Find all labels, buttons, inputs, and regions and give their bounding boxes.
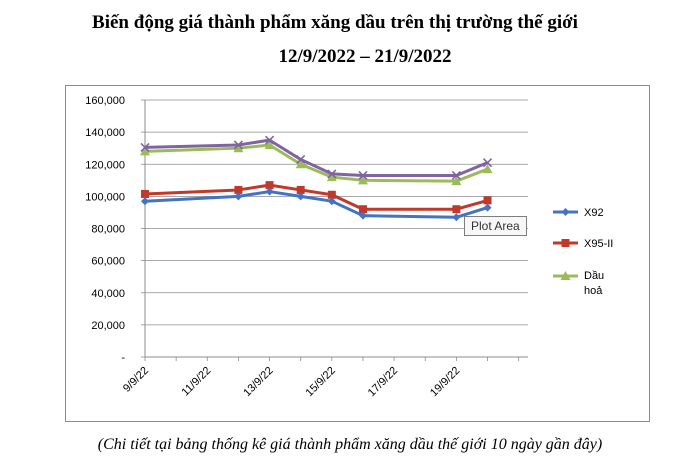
x-tick-label: 13/9/22 xyxy=(241,365,275,399)
data-point xyxy=(483,196,492,205)
x-tick-label: 19/9/22 xyxy=(428,365,462,399)
data-point xyxy=(233,143,244,153)
legend-marker xyxy=(561,239,570,247)
data-point xyxy=(296,185,305,194)
series-line xyxy=(144,143,489,183)
footnote: (Chi tiết tại bảng thống kê giá thành ph… xyxy=(97,436,603,453)
chart-area xyxy=(65,85,650,422)
data-point xyxy=(483,203,492,212)
data-point xyxy=(295,159,306,169)
data-point xyxy=(358,211,367,220)
data-point xyxy=(327,190,336,199)
y-tick-label: 140,000 xyxy=(85,127,125,139)
chart-title: Biến động giá thành phẩm xăng dầu trên t… xyxy=(92,12,578,33)
data-point xyxy=(140,142,150,152)
x-tick-label: 15/9/22 xyxy=(304,365,338,399)
data-point xyxy=(482,158,493,168)
x-tick-label: 9/9/22 xyxy=(121,365,151,395)
data-point xyxy=(264,139,275,149)
legend-label: Dầu xyxy=(584,270,604,282)
y-tick-label: 60,000 xyxy=(91,256,125,268)
data-point xyxy=(327,169,337,179)
y-tick-label: - xyxy=(121,352,125,364)
data-point xyxy=(451,170,461,181)
data-point xyxy=(265,187,274,196)
data-point xyxy=(482,164,493,174)
data-point xyxy=(452,213,461,222)
legend-label: X92 xyxy=(584,207,604,219)
y-tick-label: 100,000 xyxy=(85,191,125,203)
data-point xyxy=(140,146,150,156)
x-tick-label: 11/9/22 xyxy=(180,365,214,399)
data-point xyxy=(141,197,149,206)
data-point xyxy=(327,197,336,206)
data-point xyxy=(234,192,243,201)
data-point xyxy=(264,135,275,145)
data-point xyxy=(451,176,462,186)
y-tick-label: 120,000 xyxy=(85,159,125,171)
x-tick-label: 17/9/22 xyxy=(366,365,400,399)
data-point xyxy=(233,140,243,150)
data-point xyxy=(358,205,367,214)
data-point xyxy=(265,181,274,190)
series-line xyxy=(144,183,488,211)
y-tick-label: 80,000 xyxy=(91,224,125,236)
data-point xyxy=(452,205,461,214)
y-tick-label: 40,000 xyxy=(91,288,125,300)
data-point xyxy=(296,192,305,201)
plot-area-tooltip: Plot Area xyxy=(464,216,527,236)
legend-label: hoả xyxy=(584,285,603,297)
data-point xyxy=(296,154,306,164)
data-point xyxy=(357,175,368,185)
legend-marker xyxy=(561,208,570,216)
legend-label: X95-II xyxy=(584,238,613,250)
data-point xyxy=(326,172,337,182)
series-line xyxy=(144,190,488,219)
series-line xyxy=(144,138,489,177)
data-point xyxy=(141,189,149,198)
y-tick-label: 20,000 xyxy=(91,320,125,332)
chart-subtitle: 12/9/2022 – 21/9/2022 xyxy=(278,46,452,67)
y-tick-label: 160,000 xyxy=(85,95,125,107)
data-point xyxy=(358,170,368,181)
data-point xyxy=(234,185,243,194)
legend-marker xyxy=(560,271,571,280)
